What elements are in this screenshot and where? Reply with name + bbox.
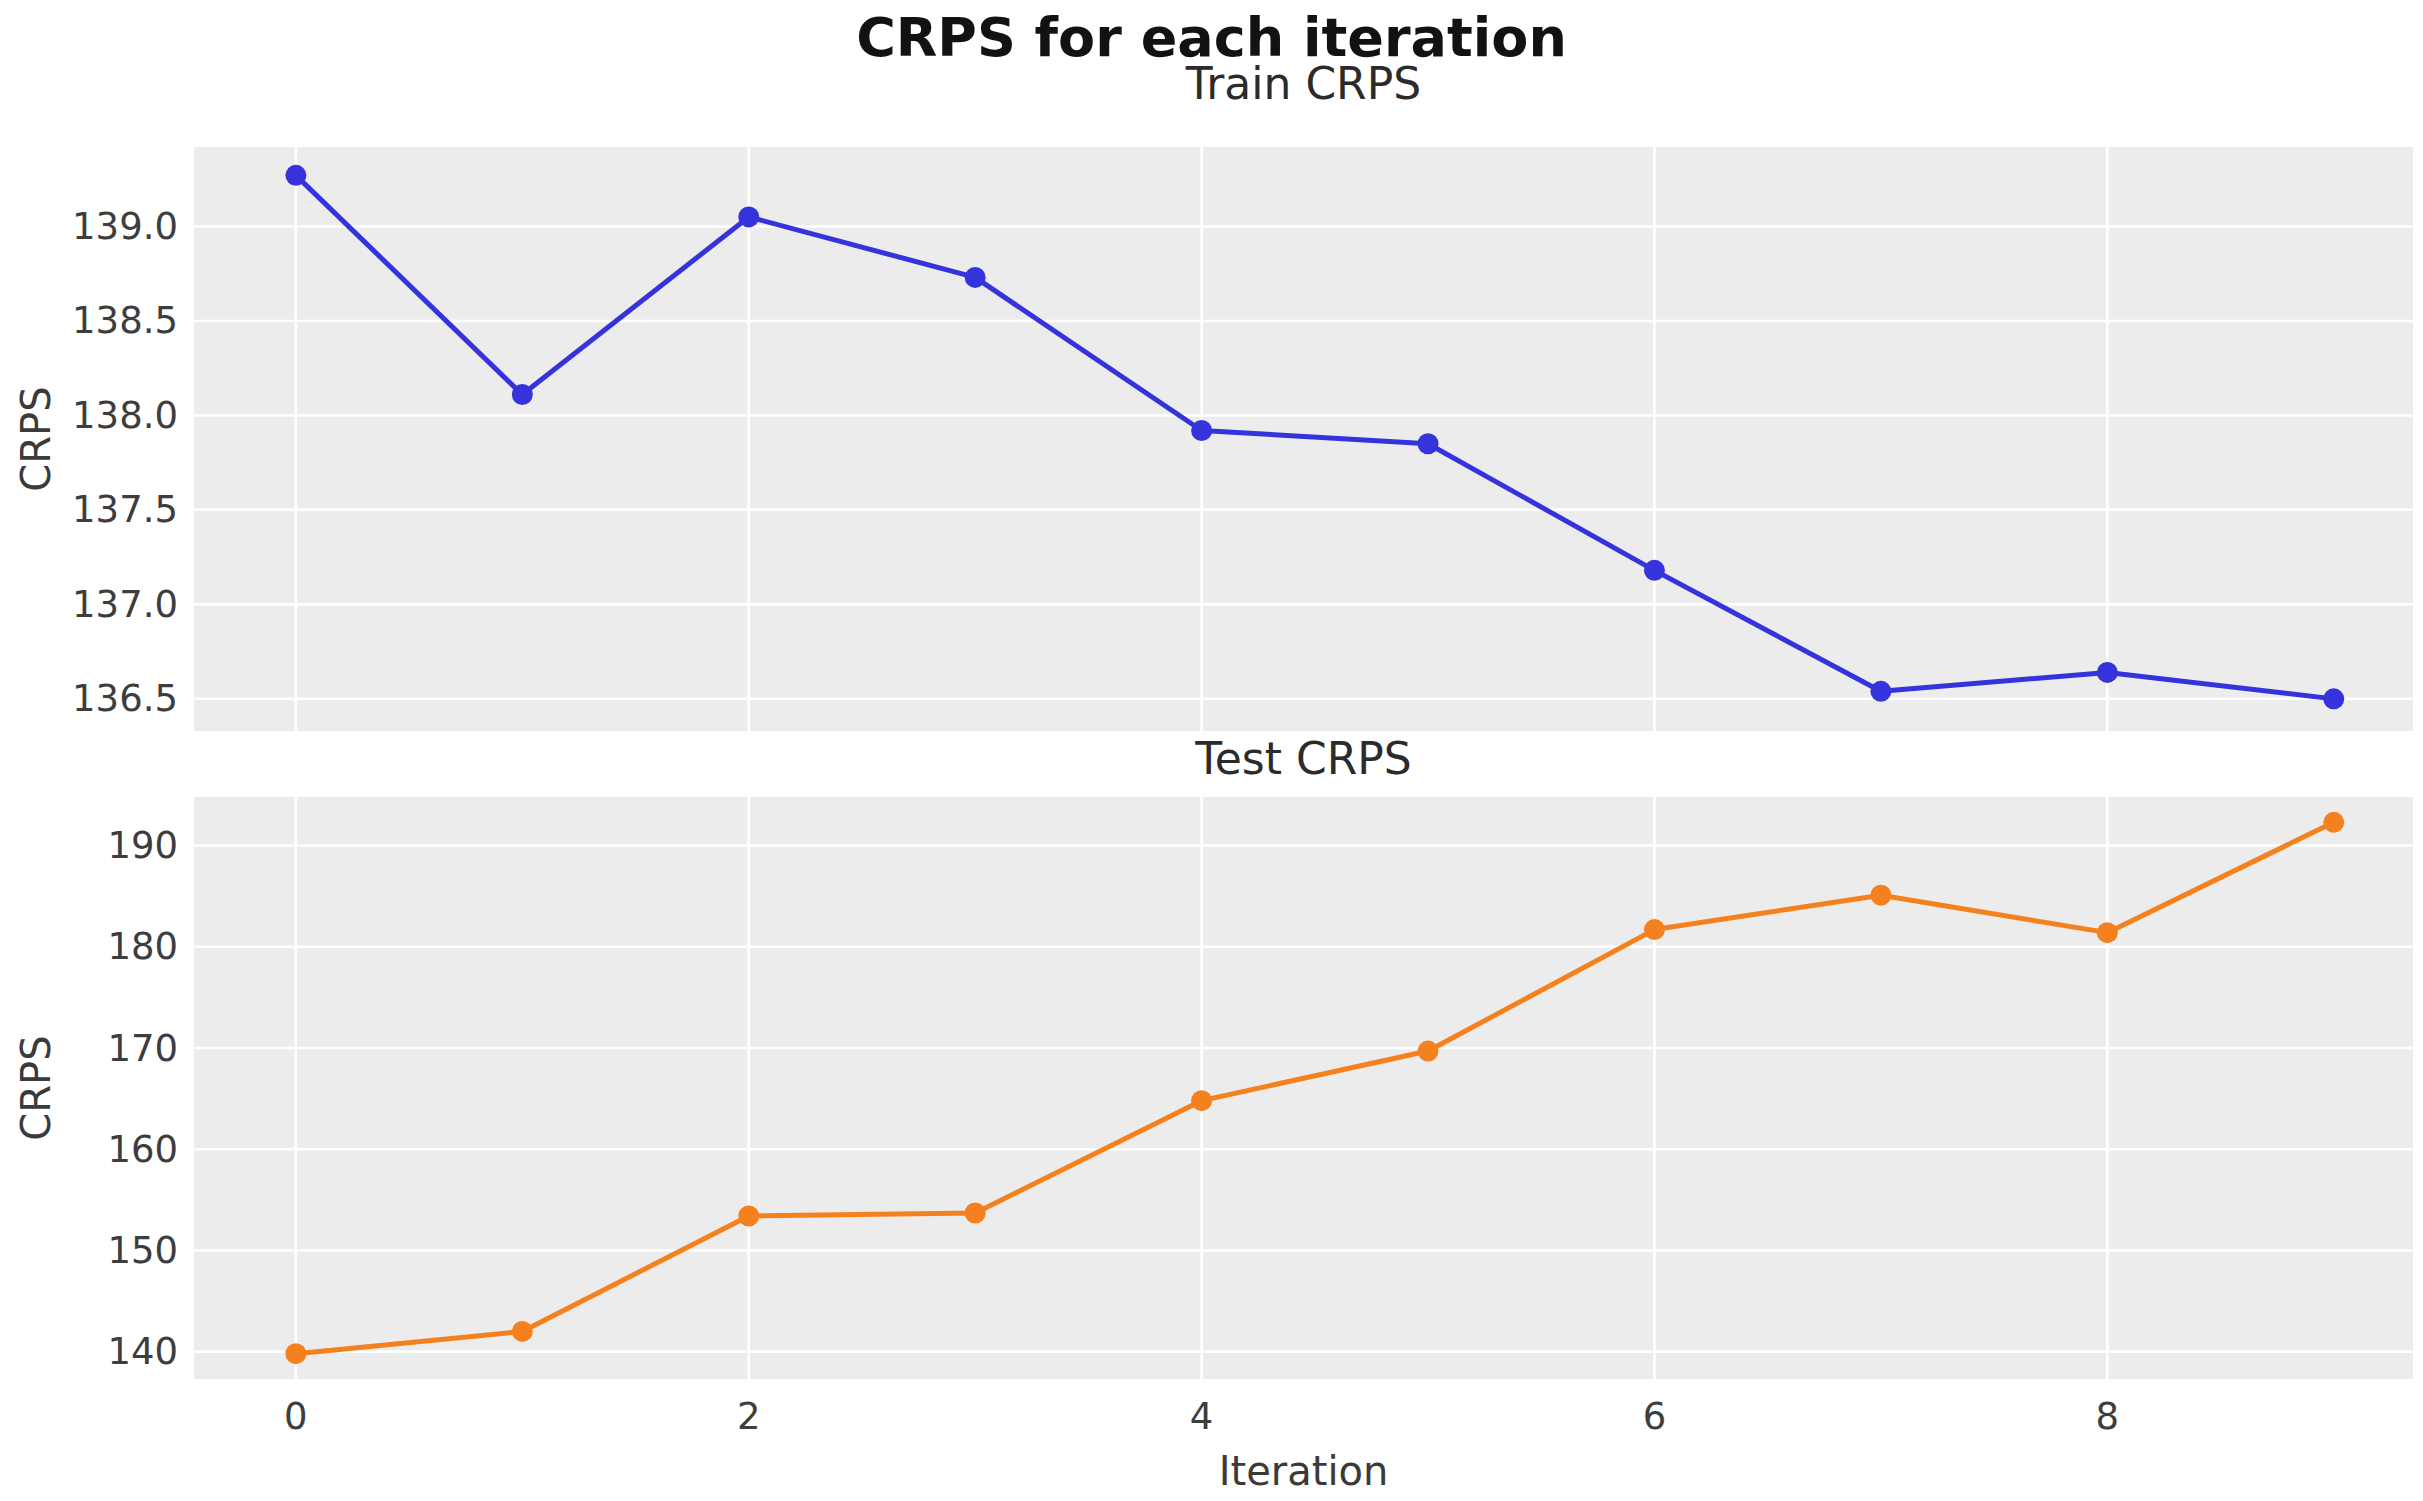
test-y-tick-label: 180 — [8, 928, 178, 965]
train-y-tick-label: 137.0 — [8, 586, 178, 623]
train-y-tick-label: 136.5 — [8, 680, 178, 717]
test-y-tick-label: 150 — [8, 1232, 178, 1269]
train-y-tick-label: 138.5 — [8, 302, 178, 339]
train-data-point-marker — [2097, 662, 2118, 683]
test-data-point-marker — [512, 1321, 533, 1342]
train-data-point-marker — [738, 206, 759, 227]
test-y-tick-label: 160 — [8, 1131, 178, 1168]
x-tick-label: 2 — [689, 1398, 809, 1435]
x-tick-label: 0 — [236, 1398, 356, 1435]
test-data-point-marker — [738, 1206, 759, 1227]
x-axis-label: Iteration — [194, 1448, 2413, 1494]
test-y-tick-label: 170 — [8, 1030, 178, 1067]
test-data-point-marker — [2097, 922, 2118, 943]
test-data-point-marker — [1870, 885, 1891, 906]
figure-canvas: CRPS for each iteration Train CRPS CRPS … — [0, 0, 2423, 1501]
train-y-tick-label: 138.0 — [8, 397, 178, 434]
test-data-point-marker — [965, 1203, 986, 1224]
train-data-point-marker — [965, 267, 986, 288]
train-data-point-marker — [285, 165, 306, 186]
x-tick-label: 6 — [1594, 1398, 1714, 1435]
test-subplot-title: Test CRPS — [194, 733, 2413, 784]
train-y-tick-label: 139.0 — [8, 208, 178, 245]
axes-background — [194, 147, 2413, 731]
train-chart-plot-area — [194, 147, 2413, 731]
test-data-point-marker — [1644, 919, 1665, 940]
test-y-tick-label: 190 — [8, 827, 178, 864]
train-subplot-title: Train CRPS — [194, 58, 2413, 109]
test-data-point-marker — [1418, 1041, 1439, 1062]
x-tick-label: 4 — [1142, 1398, 1262, 1435]
test-data-point-marker — [1191, 1090, 1212, 1111]
test-data-point-marker — [2323, 812, 2344, 833]
train-data-point-marker — [1418, 433, 1439, 454]
train-data-point-marker — [1644, 560, 1665, 581]
test-y-tick-label: 140 — [8, 1333, 178, 1370]
x-tick-label: 8 — [2047, 1398, 2167, 1435]
train-data-point-marker — [1191, 420, 1212, 441]
axes-background — [194, 797, 2413, 1379]
test-data-point-marker — [285, 1343, 306, 1364]
train-data-point-marker — [1870, 681, 1891, 702]
train-data-point-marker — [512, 384, 533, 405]
train-y-tick-label: 137.5 — [8, 491, 178, 528]
train-data-point-marker — [2323, 688, 2344, 709]
test-chart-plot-area — [194, 797, 2413, 1379]
